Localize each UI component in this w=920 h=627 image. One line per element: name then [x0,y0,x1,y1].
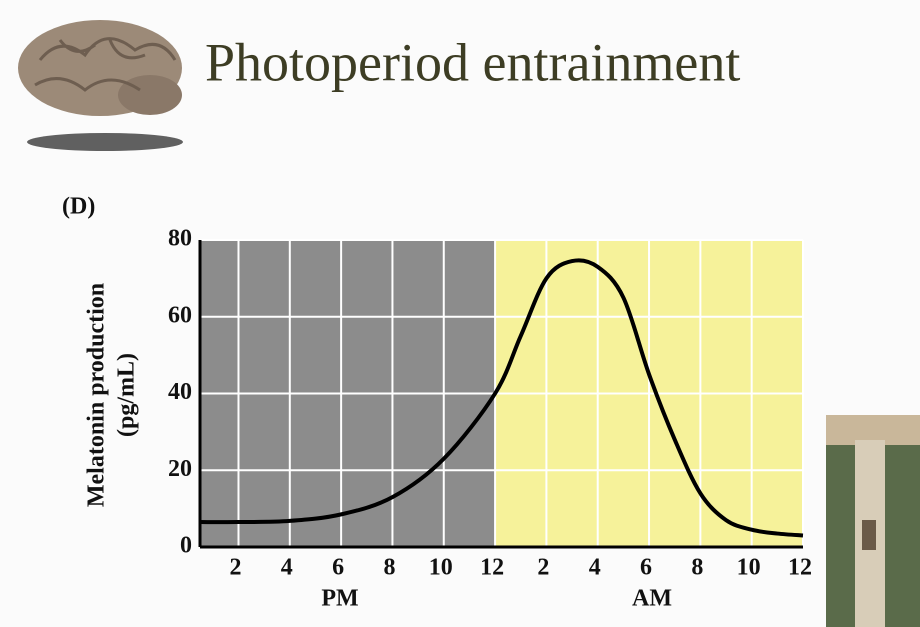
x-tick-label: 6 [640,555,652,581]
panel-label: (D) [62,194,95,220]
group-label: PM [321,586,358,612]
x-tick-label: 8 [383,555,395,581]
slide-title: Photoperiod entrainment [205,32,740,92]
x-tick-label: 2 [537,555,549,581]
x-tick-label: 4 [589,555,601,581]
x-tick-label: 2 [229,555,241,581]
x-tick-label: 12 [480,555,504,581]
x-tick-label: 4 [281,555,293,581]
group-label: AM [632,586,672,612]
y-tick-label: 0 [180,533,192,559]
y-tick-label: 40 [168,379,192,405]
y-axis-label: (pg/mL) [114,353,140,437]
x-tick-label: 6 [332,555,344,581]
y-axis-label: Melatonin production [84,283,110,507]
x-tick-label: 12 [788,555,812,581]
melatonin-line [199,258,804,538]
y-tick-label: 60 [168,302,192,328]
y-tick-label: 80 [168,226,192,252]
brain-image [18,20,183,151]
x-tick-label: 10 [429,555,453,581]
x-tick-label: 8 [691,555,703,581]
video-thumbnail [826,415,920,627]
x-tick-label: 10 [737,555,761,581]
y-tick-label: 20 [168,456,192,482]
